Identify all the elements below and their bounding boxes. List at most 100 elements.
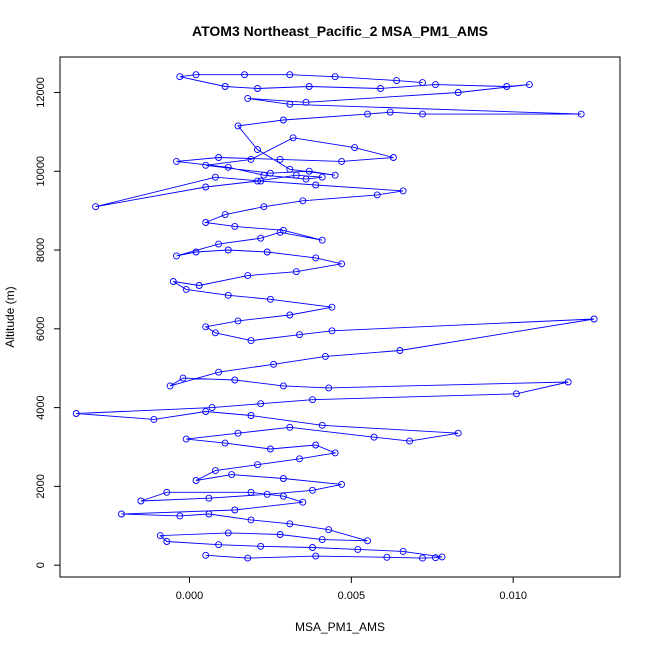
data-point [503, 83, 511, 90]
data-point [254, 461, 261, 469]
data-point [286, 311, 294, 319]
data-point [247, 412, 255, 419]
data-point [266, 169, 274, 177]
data-point [373, 191, 381, 199]
y-tick-label: 12000 [35, 77, 47, 108]
data-point [525, 81, 533, 89]
data-point [182, 435, 190, 443]
data-point [328, 327, 336, 335]
data-point [247, 155, 255, 163]
data-point [419, 554, 426, 562]
data-point [244, 272, 252, 280]
data-point [215, 240, 223, 248]
data-point [228, 471, 236, 479]
x-tick-label: 0.005 [338, 590, 366, 602]
data-point [231, 376, 239, 384]
data-point [202, 161, 210, 169]
data-point [215, 154, 223, 161]
data-point [182, 285, 190, 293]
data-point [257, 177, 265, 185]
data-point [438, 553, 446, 561]
data-point [211, 467, 219, 475]
data-point [279, 382, 287, 390]
data-point [370, 433, 378, 441]
data-point [257, 400, 265, 408]
data-point [202, 408, 210, 415]
data-point [292, 171, 300, 179]
data-point [247, 337, 255, 345]
data-point [195, 282, 203, 289]
data-point [331, 73, 339, 81]
data-point [169, 278, 177, 285]
data-point [215, 368, 223, 376]
data-point [254, 146, 261, 154]
data-point [270, 360, 278, 368]
data-point [257, 542, 265, 550]
data-point [224, 163, 232, 171]
data-point [309, 486, 316, 494]
data-point [377, 85, 384, 92]
data-point [224, 291, 232, 299]
data-point [118, 510, 125, 518]
y-tick-label: 2000 [35, 474, 47, 498]
data-point [176, 512, 184, 520]
data-point [331, 171, 339, 179]
data-point [331, 449, 339, 457]
data-point [318, 173, 326, 181]
data-point [364, 110, 371, 118]
data-point [205, 510, 213, 518]
data-point [231, 506, 239, 514]
data-point [202, 183, 210, 191]
data-point [318, 536, 326, 544]
data-point [72, 410, 80, 417]
data-point [286, 71, 294, 79]
data-point [221, 439, 229, 447]
data-point [419, 110, 426, 118]
data-point [254, 85, 261, 92]
data-point [338, 480, 346, 488]
data-point [173, 157, 180, 165]
series-line [76, 74, 595, 559]
data-point [202, 551, 210, 559]
data-point [318, 421, 326, 429]
data-point [192, 477, 200, 484]
data-point [234, 122, 242, 130]
data-point [351, 144, 359, 152]
data-point [364, 537, 371, 545]
data-point [292, 268, 300, 276]
data-point [263, 490, 271, 498]
data-point [215, 541, 223, 549]
data-point [279, 475, 287, 482]
data-point [396, 347, 404, 354]
y-axis-label: Altitude (m) [3, 286, 17, 347]
data-point [454, 429, 462, 437]
data-point [166, 382, 174, 390]
data-point [221, 211, 229, 219]
x-axis: 0.000 0.005 0.010 [176, 576, 527, 602]
data-point [266, 295, 274, 303]
data-point [296, 331, 303, 339]
plot-area-frame [59, 56, 621, 578]
data-point [276, 155, 284, 163]
data-point [321, 352, 329, 360]
data-point [208, 404, 216, 412]
data-point [318, 236, 326, 244]
data-point [289, 134, 297, 142]
data-point [386, 108, 394, 116]
data-point [399, 547, 407, 555]
data-point [312, 181, 320, 189]
data-point [224, 246, 232, 254]
y-tick-label: 4000 [35, 395, 47, 419]
data-point [299, 498, 307, 506]
data-point [247, 516, 255, 524]
data-point [260, 203, 268, 211]
data-point [205, 494, 213, 502]
data-point [383, 553, 391, 561]
data-point [286, 423, 294, 431]
data-point [577, 110, 585, 118]
data-point [234, 317, 242, 325]
data-point [354, 545, 362, 553]
data-point [286, 520, 294, 528]
data-point [150, 415, 158, 423]
data-point [192, 71, 200, 79]
